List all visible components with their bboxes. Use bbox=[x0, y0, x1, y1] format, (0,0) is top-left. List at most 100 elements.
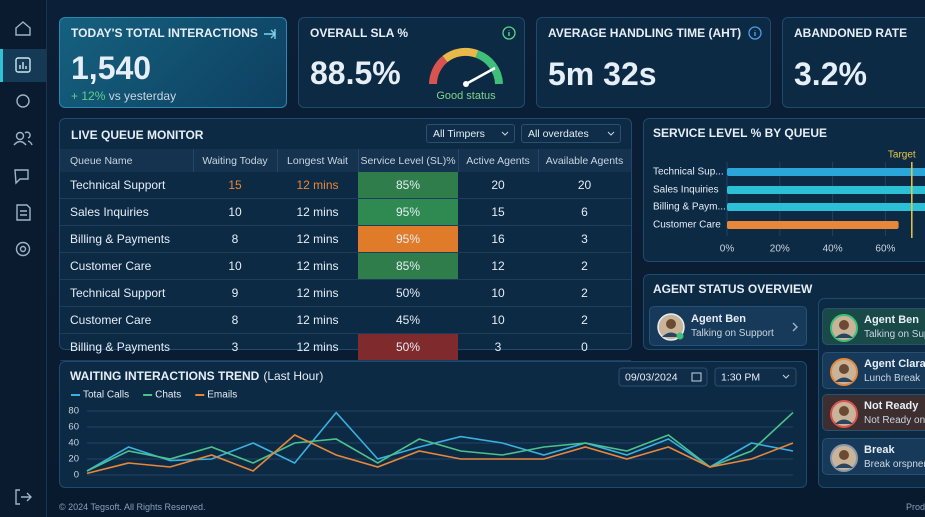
bar bbox=[727, 186, 925, 194]
legend-label: Total Calls bbox=[83, 390, 129, 401]
sidebar bbox=[0, 0, 47, 517]
table-cell: Technical Support bbox=[60, 279, 193, 307]
table-cell: 12 bbox=[458, 252, 538, 280]
x-tick-label: 20% bbox=[770, 244, 790, 255]
trend-chart: WAITING INTERACTIONS TREND (Last Hour) 09/… bbox=[68, 367, 797, 481]
avatar bbox=[830, 314, 858, 342]
info-icon[interactable] bbox=[501, 25, 517, 41]
table-cell: Billing & Payments bbox=[60, 333, 193, 361]
table-cell: 15 bbox=[458, 198, 538, 226]
filter-label: All Timpers bbox=[433, 128, 485, 140]
table-cell: 12 mins bbox=[277, 333, 358, 361]
agent-name: Agent Ben bbox=[864, 314, 919, 326]
x-tick-label: 0% bbox=[720, 244, 735, 255]
table-row: Billing & Payments 3 12 mins 50% 3 0 bbox=[60, 333, 631, 361]
panel-title: LIVE QUEUE MONITOR bbox=[71, 128, 204, 142]
avatar bbox=[657, 313, 685, 341]
footer-link[interactable]: Prod bbox=[906, 502, 925, 512]
date-picker[interactable]: 09/03/2024 bbox=[618, 367, 708, 387]
table-header: Queue Name Waiting Today Longest Wait Servi… bbox=[60, 149, 632, 172]
kpi-value: 1,540 bbox=[71, 50, 152, 86]
agent-card[interactable]: Agent Ben Talking on Support bbox=[649, 306, 807, 346]
time-picker[interactable]: 1:30 PM bbox=[714, 367, 797, 387]
kpi-value: 5m 32s bbox=[548, 56, 657, 92]
kpi-icon[interactable] bbox=[262, 26, 278, 42]
filter-label: All overdates bbox=[528, 128, 589, 140]
logout-icon[interactable] bbox=[15, 489, 32, 505]
settings-icon[interactable] bbox=[15, 241, 31, 257]
agent-card[interactable]: Break Break orspner bbox=[822, 438, 925, 475]
table-cell: 2 bbox=[538, 306, 631, 334]
chevron bbox=[782, 374, 790, 379]
table-cell: 12 mins bbox=[277, 279, 358, 307]
info-icon[interactable] bbox=[747, 25, 763, 41]
table-row: Technical Support 15 12 mins 85% 20 20 bbox=[60, 172, 631, 199]
table-row: Customer Care 8 12 mins 45% 10 2 bbox=[60, 306, 631, 334]
kpi-title: TODAY'S TOTAL INTERACTIONS bbox=[71, 26, 258, 40]
chart-title: SERVICE LEVEL % BY QUEUE bbox=[653, 126, 827, 140]
agent-card[interactable]: Agent Clara Lunch Break bbox=[822, 352, 925, 389]
y-tick-label: 20 bbox=[68, 454, 79, 465]
agent-name: Break bbox=[864, 444, 895, 456]
legend-label: Emails bbox=[207, 390, 237, 401]
category-label: Customer Care bbox=[653, 220, 721, 231]
trend-panel: WAITING INTERACTIONS TREND (Last Hour) 09/… bbox=[59, 361, 807, 488]
category-label: Billing & Paym... bbox=[653, 202, 726, 213]
table-row: Technical Support 9 12 mins 50% 10 2 bbox=[60, 279, 631, 307]
x-tick-label: 60% bbox=[875, 244, 895, 255]
kpi-card: ABANDONED RATE 3.2% bbox=[782, 17, 925, 108]
agent-name: Agent Clara bbox=[864, 358, 925, 370]
table-cell: 85% bbox=[358, 172, 458, 199]
kpi-title: AVERAGE HANDLING TIME (AHT) bbox=[548, 26, 742, 40]
kpi-delta-note: vs yesterday bbox=[108, 89, 177, 103]
agent-card[interactable]: Agent Ben Talking on Support bbox=[822, 308, 925, 345]
table-cell: Billing & Payments bbox=[60, 225, 193, 253]
column-header: Available Agents bbox=[538, 149, 632, 172]
home-icon[interactable] bbox=[15, 21, 31, 36]
agent-status: Talking on Support bbox=[864, 329, 925, 340]
table-cell: 45% bbox=[358, 306, 458, 334]
chat-icon[interactable] bbox=[14, 169, 29, 185]
active-bar bbox=[0, 49, 3, 82]
agent-status: Talking on Support bbox=[691, 328, 774, 339]
queue-table: Queue Name Waiting Today Longest Wait Servi… bbox=[60, 149, 632, 361]
kpi-card: TODAY'S TOTAL INTERACTIONS 1,540 + 12% v… bbox=[59, 17, 287, 108]
table-cell: 15 bbox=[193, 172, 277, 199]
sidebar-icons bbox=[0, 21, 46, 505]
avatar-body bbox=[835, 377, 853, 382]
docs-icon[interactable] bbox=[16, 204, 31, 221]
avatar-head bbox=[839, 320, 849, 330]
category-label: Technical Sup... bbox=[653, 167, 724, 178]
dial-icon[interactable] bbox=[16, 94, 30, 108]
table-cell: 6 bbox=[538, 198, 631, 226]
table-cell: 8 bbox=[193, 306, 277, 334]
table-cell: 12 mins bbox=[277, 225, 358, 253]
users-icon[interactable] bbox=[15, 131, 25, 141]
filter-dropdown[interactable]: All overdates bbox=[521, 124, 621, 143]
chart-subtitle: (Last Hour) bbox=[263, 369, 323, 383]
table-cell: 20 bbox=[458, 172, 538, 199]
target-label: Target bbox=[888, 150, 916, 161]
table-cell: 50% bbox=[358, 333, 458, 361]
table-row: Sales Inquiries 10 12 mins 95% 15 6 bbox=[60, 198, 631, 226]
kpi-title: OVERALL SLA % bbox=[310, 26, 409, 40]
x-tick-label: 40% bbox=[823, 244, 843, 255]
analytics-icon[interactable] bbox=[15, 57, 31, 73]
table-cell: 10 bbox=[458, 279, 538, 307]
avatar bbox=[830, 358, 858, 386]
avatar-head bbox=[839, 406, 849, 416]
table-cell: 10 bbox=[193, 252, 277, 280]
control-box bbox=[618, 367, 708, 387]
kpi-card: OVERALL SLA % 88.5% Good status bbox=[298, 17, 525, 108]
avatar-body bbox=[835, 463, 853, 468]
kpi-delta-row: + 12% vs yesterday bbox=[71, 89, 176, 103]
series-line bbox=[86, 412, 794, 472]
table-cell: 10 bbox=[458, 306, 538, 334]
agent-card[interactable]: Not Ready Not Ready on Q bbox=[822, 394, 925, 431]
avatar-body bbox=[835, 333, 853, 338]
avatar-head bbox=[839, 450, 849, 460]
control-label: 1:30 PM bbox=[721, 371, 760, 383]
filter-dropdown[interactable]: All Timpers bbox=[426, 124, 515, 143]
agent-name: Not Ready bbox=[864, 400, 919, 412]
y-tick-label: 40 bbox=[68, 438, 79, 449]
